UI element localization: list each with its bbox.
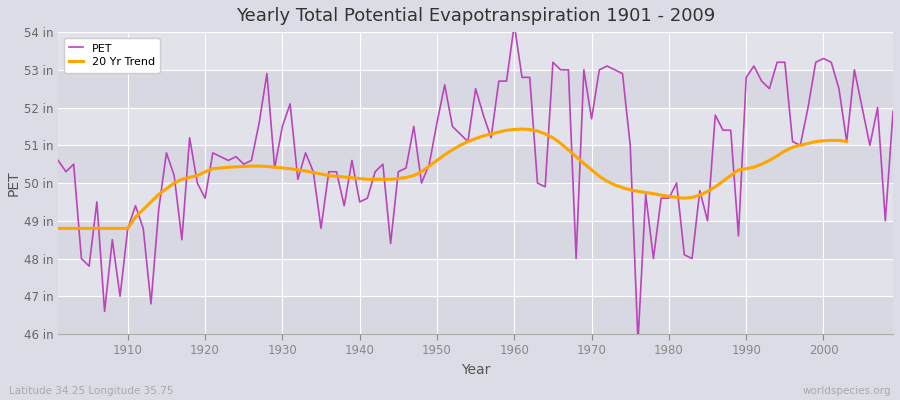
Line: PET: PET xyxy=(58,24,893,342)
PET xyxy=(53,158,64,163)
PET xyxy=(114,294,125,299)
20 Yr Trend xyxy=(146,200,157,204)
PET xyxy=(633,339,643,344)
X-axis label: Year: Year xyxy=(461,363,491,377)
Text: Latitude 34.25 Longitude 35.75: Latitude 34.25 Longitude 35.75 xyxy=(9,386,174,396)
20 Yr Trend xyxy=(633,189,643,194)
20 Yr Trend xyxy=(246,164,256,168)
20 Yr Trend xyxy=(53,226,64,231)
20 Yr Trend xyxy=(517,127,527,132)
Bar xyxy=(58,221,893,258)
20 Yr Trend xyxy=(842,139,852,144)
Bar xyxy=(58,32,893,70)
Bar xyxy=(58,108,893,145)
PET xyxy=(517,75,527,80)
Bar xyxy=(58,258,893,296)
Title: Yearly Total Potential Evapotranspiration 1901 - 2009: Yearly Total Potential Evapotranspiratio… xyxy=(236,7,716,25)
Bar xyxy=(58,145,893,183)
20 Yr Trend xyxy=(656,193,667,198)
Bar xyxy=(58,70,893,108)
PET xyxy=(284,101,295,106)
Legend: PET, 20 Yr Trend: PET, 20 Yr Trend xyxy=(64,38,160,73)
Bar xyxy=(58,183,893,221)
PET xyxy=(501,79,512,84)
PET xyxy=(609,68,620,72)
PET xyxy=(331,169,342,174)
PET xyxy=(887,109,898,114)
Text: worldspecies.org: worldspecies.org xyxy=(803,386,891,396)
20 Yr Trend xyxy=(617,185,628,190)
PET xyxy=(508,22,519,27)
Y-axis label: PET: PET xyxy=(7,170,21,196)
Line: 20 Yr Trend: 20 Yr Trend xyxy=(58,129,847,228)
20 Yr Trend xyxy=(663,194,674,199)
Bar xyxy=(58,296,893,334)
